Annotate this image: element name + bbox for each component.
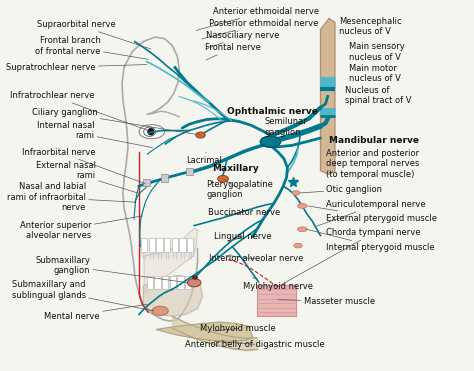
Bar xyxy=(141,238,147,252)
Text: Lacrimal: Lacrimal xyxy=(186,152,222,165)
Bar xyxy=(257,285,296,316)
Ellipse shape xyxy=(192,276,198,279)
Ellipse shape xyxy=(139,125,164,139)
Text: Internal nasal
rami: Internal nasal rami xyxy=(37,121,153,148)
Text: Mylohyoid muscle: Mylohyoid muscle xyxy=(201,324,276,333)
Bar xyxy=(143,179,150,186)
Text: Nasal and labial
rami of infraorbital
nerve: Nasal and labial rami of infraorbital ne… xyxy=(7,183,136,212)
Text: Main sensory
nucleus of V: Main sensory nucleus of V xyxy=(349,42,405,62)
Polygon shape xyxy=(143,275,202,316)
Text: Pterygopalatine
ganglion: Pterygopalatine ganglion xyxy=(206,179,273,199)
Text: Anterior and posterior
deep temporal nerves
(to temporal muscle): Anterior and posterior deep temporal ner… xyxy=(327,149,420,179)
Text: Mandibular nerve: Mandibular nerve xyxy=(329,136,419,145)
Ellipse shape xyxy=(196,132,205,138)
Ellipse shape xyxy=(148,128,154,135)
Text: Ciliary ganglion: Ciliary ganglion xyxy=(32,108,201,135)
Text: Internal pterygoid muscle: Internal pterygoid muscle xyxy=(307,229,435,252)
Text: Supraorbital nerve: Supraorbital nerve xyxy=(37,20,151,49)
Text: Infraorbital nerve: Infraorbital nerve xyxy=(22,148,146,184)
Bar xyxy=(185,276,191,289)
Text: Buccinator nerve: Buccinator nerve xyxy=(208,208,280,217)
Text: Anterior belly of digastric muscle: Anterior belly of digastric muscle xyxy=(185,340,324,349)
Bar xyxy=(177,276,183,289)
Text: Maxillary: Maxillary xyxy=(212,164,259,173)
Bar xyxy=(186,168,193,175)
Text: Posterior ethmoidal nerve: Posterior ethmoidal nerve xyxy=(202,19,319,39)
Text: Nucleus of
spinal tract of V: Nucleus of spinal tract of V xyxy=(345,86,411,105)
Text: Semilunar
ganglion: Semilunar ganglion xyxy=(264,117,307,142)
Text: Frontal nerve: Frontal nerve xyxy=(205,43,261,60)
Text: Mesencephalic
nucleus of V: Mesencephalic nucleus of V xyxy=(339,17,402,36)
Ellipse shape xyxy=(298,227,307,232)
Text: Auriculotemporal nerve: Auriculotemporal nerve xyxy=(316,200,426,226)
Text: Anterior ethmoidal nerve: Anterior ethmoidal nerve xyxy=(196,7,319,30)
Text: Chorda tympani nerve: Chorda tympani nerve xyxy=(278,229,421,286)
Text: Submaxillary
ganglion: Submaxillary ganglion xyxy=(35,256,188,283)
Ellipse shape xyxy=(292,191,300,195)
Text: Mental nerve: Mental nerve xyxy=(45,304,147,321)
Bar xyxy=(146,276,153,289)
Bar xyxy=(187,238,193,252)
Text: Mylohyoid nerve: Mylohyoid nerve xyxy=(243,278,313,291)
Bar xyxy=(162,276,168,289)
Bar xyxy=(164,238,170,252)
Text: Frontal branch
of frontal nerve: Frontal branch of frontal nerve xyxy=(36,36,148,59)
Polygon shape xyxy=(156,322,253,341)
Text: Infratrochlear nerve: Infratrochlear nerve xyxy=(10,91,148,131)
Text: External nasal
rami: External nasal rami xyxy=(36,161,140,194)
Ellipse shape xyxy=(298,204,307,209)
Bar xyxy=(179,238,186,252)
Text: External pterygoid muscle: External pterygoid muscle xyxy=(308,206,438,223)
Ellipse shape xyxy=(218,175,228,182)
Text: Supratrochlear nerve: Supratrochlear nerve xyxy=(6,63,146,72)
Bar xyxy=(156,238,163,252)
Text: Lingual nerve: Lingual nerve xyxy=(214,232,272,242)
Polygon shape xyxy=(144,228,198,293)
Text: Interior alveolar nerve: Interior alveolar nerve xyxy=(209,255,303,263)
Text: Nasociliary nerve: Nasociliary nerve xyxy=(206,31,279,49)
Text: Anterior superior
alveolar nerves: Anterior superior alveolar nerves xyxy=(20,216,142,240)
Text: Ophthalmic nerve: Ophthalmic nerve xyxy=(227,107,318,116)
Ellipse shape xyxy=(294,243,302,248)
Bar xyxy=(170,276,176,289)
Text: Otic ganglion: Otic ganglion xyxy=(300,185,383,194)
Ellipse shape xyxy=(187,279,201,287)
Text: Submaxillary and
sublingual glands: Submaxillary and sublingual glands xyxy=(12,280,154,311)
Text: Main motor
nucleus of V: Main motor nucleus of V xyxy=(349,64,401,83)
Bar xyxy=(172,238,178,252)
Ellipse shape xyxy=(260,136,281,147)
Bar xyxy=(161,174,168,182)
Text: Masseter muscle: Masseter muscle xyxy=(278,297,374,306)
Ellipse shape xyxy=(144,127,155,137)
Ellipse shape xyxy=(152,306,168,315)
Bar xyxy=(154,276,161,289)
Polygon shape xyxy=(320,19,335,174)
Bar xyxy=(149,238,155,252)
